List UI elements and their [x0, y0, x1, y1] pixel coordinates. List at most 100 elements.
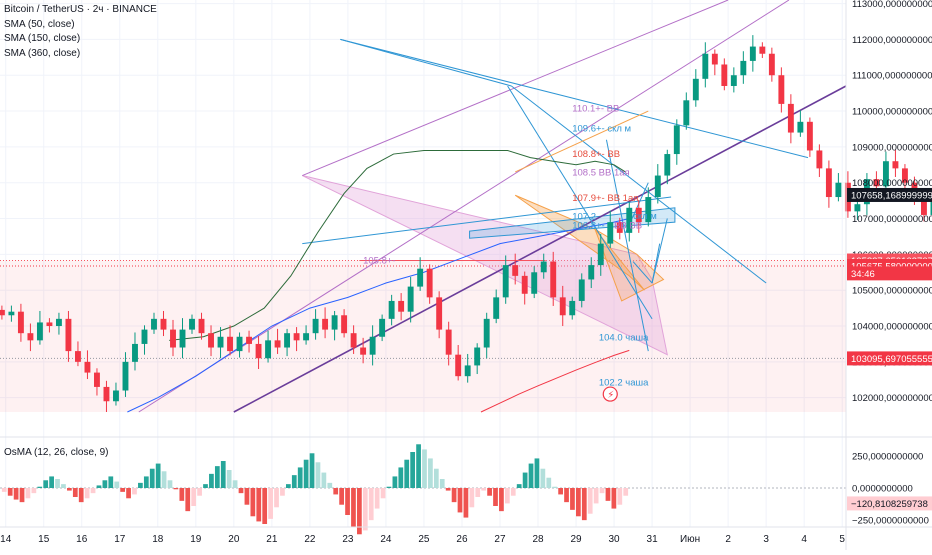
candle-body[interactable] — [407, 286, 414, 312]
candle-body[interactable] — [502, 265, 509, 298]
pink-channel[interactable] — [302, 175, 668, 356]
candle-body[interactable] — [597, 243, 604, 266]
orange-wedge-2[interactable] — [594, 228, 665, 302]
candle-body[interactable] — [683, 100, 690, 126]
candle-body[interactable] — [721, 64, 728, 86]
candle-body[interactable] — [236, 336, 243, 352]
candle-body[interactable] — [673, 125, 680, 155]
lightning-icon[interactable] — [602, 386, 618, 402]
ann-102-2[interactable]: 102.2 чаша — [599, 378, 649, 389]
candle-body[interactable] — [483, 318, 490, 348]
candle-body[interactable] — [65, 318, 72, 352]
candle-body[interactable] — [578, 279, 585, 301]
candle-body[interactable] — [208, 333, 214, 348]
candle-body[interactable] — [512, 265, 519, 276]
candle-body[interactable] — [873, 179, 880, 187]
ann-108-5[interactable]: 108.5 BB 1ая — [572, 167, 629, 178]
blue-triangle-top[interactable] — [340, 38, 809, 159]
candle-body[interactable] — [255, 343, 262, 359]
candle-body[interactable] — [854, 204, 861, 212]
candle-body[interactable] — [303, 333, 310, 341]
candle-body[interactable] — [920, 200, 927, 215]
arrow-down[interactable] — [632, 261, 653, 284]
candle-body[interactable] — [189, 318, 195, 330]
candle-body[interactable] — [217, 336, 224, 348]
candle-body[interactable] — [540, 261, 547, 273]
candle-body[interactable] — [8, 311, 15, 316]
chart-title[interactable]: Bitcoin / TetherUS · 2ч · BINANCE — [4, 4, 157, 15]
candle-body[interactable] — [141, 329, 148, 344]
candle-body[interactable] — [901, 168, 908, 183]
candle-body[interactable] — [664, 154, 671, 176]
candle-body[interactable] — [559, 297, 566, 316]
candle-body[interactable] — [369, 336, 376, 355]
candle-body[interactable] — [122, 361, 129, 391]
orange-rising-line[interactable] — [514, 110, 649, 173]
candle-body[interactable] — [635, 207, 642, 223]
candle-body[interactable] — [94, 372, 100, 387]
candle-body[interactable] — [493, 297, 500, 319]
candle-body[interactable] — [17, 311, 24, 334]
blue-falling-line-3[interactable] — [605, 139, 649, 352]
candles[interactable] — [0, 35, 932, 412]
ann-104-0[interactable]: 104.0 чаша — [599, 332, 649, 343]
ann-106-8[interactable]: 106.8+- — [572, 221, 605, 232]
ann-109-6[interactable]: 109.6+- скл м — [572, 123, 631, 134]
candle-body[interactable] — [84, 361, 91, 373]
candle-body[interactable] — [882, 161, 889, 187]
arrow-up-2[interactable] — [651, 243, 661, 284]
candle-body[interactable] — [768, 53, 775, 76]
candle-body[interactable] — [341, 315, 348, 334]
violet-channel-upper[interactable] — [302, 0, 729, 177]
candle-body[interactable] — [398, 300, 405, 312]
candle-body[interactable] — [246, 336, 252, 344]
ann-108-8[interactable]: 108.8+- BB — [572, 149, 620, 160]
candle-body[interactable] — [227, 336, 233, 352]
candle-body[interactable] — [170, 329, 176, 348]
ann-107-9[interactable]: 107.9+- BB 1ая — [572, 193, 638, 204]
candle-body[interactable] — [702, 53, 709, 79]
ann-107-2[interactable]: 107.2 — [572, 212, 596, 223]
candle-body[interactable] — [74, 351, 81, 362]
candle-body[interactable] — [388, 300, 395, 319]
blue-triangle-bottom[interactable] — [302, 196, 672, 245]
candle-body[interactable] — [103, 386, 110, 402]
candle-body[interactable] — [0, 309, 5, 316]
indicator-sma-50[interactable]: SMA (50, close) — [4, 18, 75, 30]
candle-body[interactable] — [151, 318, 157, 330]
candle-body[interactable] — [588, 265, 595, 280]
indicator-sma-360[interactable]: SMA (360, close) — [4, 47, 81, 59]
candle-body[interactable] — [198, 318, 205, 334]
candle-body[interactable] — [531, 272, 538, 294]
candle-body[interactable] — [179, 329, 186, 348]
candle-body[interactable] — [265, 340, 272, 359]
candle-body[interactable] — [27, 333, 34, 341]
candle-body[interactable] — [284, 333, 291, 348]
candle-body[interactable] — [654, 175, 661, 198]
candle-body[interactable] — [350, 333, 357, 348]
candle-body[interactable] — [892, 161, 899, 169]
candle-body[interactable] — [322, 318, 329, 330]
text-annotations[interactable]: 110.1+- BB 109.6+- скл м 108.8+- BB 108.5 B… — [363, 104, 657, 402]
candle-body[interactable] — [445, 329, 452, 355]
osma-label[interactable]: OsMA (12, 26, close, 9) — [4, 447, 109, 458]
candle-body[interactable] — [730, 75, 737, 86]
candle-body[interactable] — [569, 300, 576, 316]
candle-body[interactable] — [274, 340, 281, 348]
candle-body[interactable] — [331, 315, 338, 330]
drawing-tools[interactable] — [138, 0, 847, 413]
ann-bb-bb[interactable]: BB BB — [614, 221, 642, 232]
candle-body[interactable] — [293, 333, 300, 341]
candle-body[interactable] — [930, 189, 932, 215]
candle-body[interactable] — [455, 354, 462, 377]
candle-body[interactable] — [379, 318, 386, 337]
blue-falling-line-1[interactable] — [511, 85, 767, 284]
candle-body[interactable] — [806, 121, 813, 151]
candle-body[interactable] — [740, 60, 747, 76]
candle-body[interactable] — [645, 197, 652, 223]
candle-body[interactable] — [550, 261, 557, 298]
candle-body[interactable] — [474, 347, 481, 366]
candle-body[interactable] — [46, 322, 53, 327]
orange-wedge[interactable] — [514, 194, 645, 291]
